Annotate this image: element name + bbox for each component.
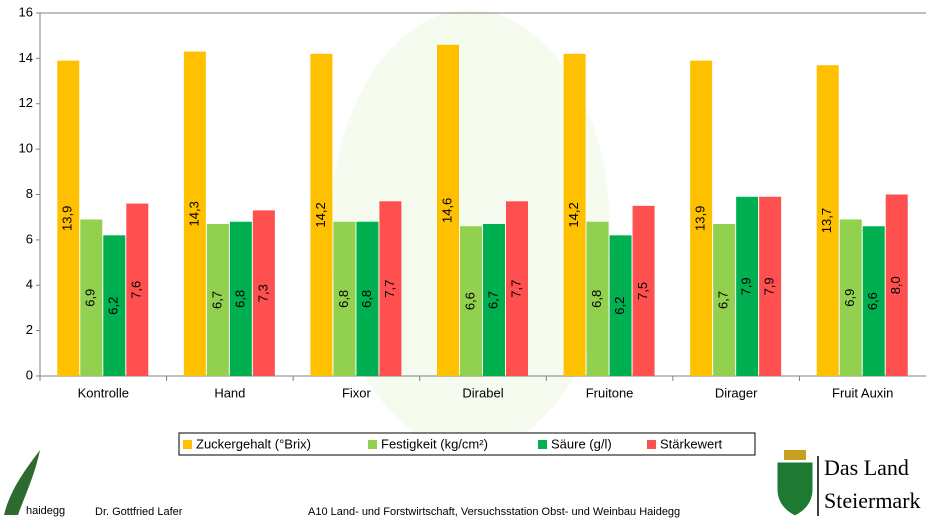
brand-line1: Das Land <box>824 455 909 480</box>
y-tick-label: 8 <box>26 186 33 201</box>
x-tick-label: Fruitone <box>586 385 634 400</box>
institution: A10 Land- und Forstwirtschaft, Versuchss… <box>308 506 680 518</box>
x-tick-label: Dirabel <box>462 385 503 400</box>
y-tick-label: 0 <box>26 367 33 382</box>
legend-box <box>178 432 756 456</box>
bar <box>103 235 126 376</box>
coat-of-arms <box>776 461 814 517</box>
bar <box>839 219 862 376</box>
value-label: 13,7 <box>819 208 834 233</box>
legend-label: Festigkeit (kg/cm²) <box>381 436 488 451</box>
value-label: 6,8 <box>359 290 374 308</box>
bar <box>356 221 379 376</box>
value-label: 7,7 <box>382 280 397 298</box>
legend-swatch <box>183 440 192 449</box>
value-label: 13,9 <box>60 206 75 231</box>
x-tick-label: Fruit Auxin <box>832 385 893 400</box>
value-label: 8,0 <box>888 276 903 294</box>
haidegg-logo <box>4 450 40 515</box>
y-tick-label: 12 <box>19 95 33 110</box>
bar <box>586 221 609 376</box>
bar <box>57 60 80 377</box>
bar <box>632 205 655 376</box>
y-tick-label: 4 <box>26 277 33 292</box>
value-label: 6,7 <box>209 291 224 309</box>
value-label: 14,2 <box>566 202 581 227</box>
bar <box>333 221 356 376</box>
bar <box>885 194 908 376</box>
bar <box>609 235 632 376</box>
legend-swatch <box>647 440 656 449</box>
bar <box>310 53 333 377</box>
legend-swatch <box>368 440 377 449</box>
bar <box>126 203 149 376</box>
value-label: 6,8 <box>336 290 351 308</box>
bar <box>206 223 229 376</box>
legend-swatch <box>538 440 547 449</box>
legend-label: Zuckergehalt (°Brix) <box>196 436 311 451</box>
x-tick-label: Fixor <box>342 385 372 400</box>
value-label: 7,7 <box>508 280 523 298</box>
bar <box>563 53 586 377</box>
bar <box>713 223 736 376</box>
value-label: 7,6 <box>129 281 144 299</box>
value-label: 13,9 <box>693 206 708 231</box>
bar <box>483 223 505 376</box>
value-label: 6,2 <box>106 297 121 315</box>
value-label: 14,2 <box>313 202 328 227</box>
bar <box>183 51 206 376</box>
value-label: 6,7 <box>716 291 731 309</box>
value-label: 6,8 <box>232 290 247 308</box>
y-tick-label: 16 <box>19 4 33 19</box>
value-label: 6,6 <box>865 292 880 310</box>
bar <box>506 201 528 376</box>
value-label: 6,9 <box>83 289 98 307</box>
bar <box>229 221 252 376</box>
y-tick-label: 6 <box>26 231 33 246</box>
brand-line2: Steiermark <box>824 488 921 513</box>
value-label: 14,3 <box>186 201 201 226</box>
x-tick-label: Dirager <box>715 385 758 400</box>
author: Dr. Gottfried Lafer <box>95 506 183 518</box>
y-tick-label: 2 <box>26 322 33 337</box>
legend-label: Säure (g/l) <box>551 436 612 451</box>
bar <box>379 201 402 376</box>
y-tick-label: 14 <box>19 50 33 65</box>
bar <box>80 219 103 376</box>
value-label: 6,9 <box>842 289 857 307</box>
value-label: 7,5 <box>635 282 650 300</box>
x-tick-label: Hand <box>214 385 245 400</box>
bar <box>252 210 275 376</box>
y-tick-label: 10 <box>19 141 33 156</box>
legend-label: Stärkewert <box>660 436 723 451</box>
x-tick-label: Kontrolle <box>78 385 129 400</box>
value-label: 7,3 <box>255 284 270 302</box>
bar <box>437 44 459 376</box>
bar <box>816 65 839 377</box>
value-label: 6,2 <box>612 297 627 315</box>
logo-text: haidegg <box>26 505 65 517</box>
bar <box>862 226 885 376</box>
bar <box>736 196 759 376</box>
bar <box>759 196 782 376</box>
value-label: 6,7 <box>485 291 500 309</box>
bar <box>460 226 482 376</box>
bar <box>690 60 713 377</box>
crown <box>784 450 806 460</box>
value-label: 6,6 <box>462 292 477 310</box>
value-label: 7,9 <box>739 277 754 295</box>
value-label: 6,8 <box>589 290 604 308</box>
value-label: 14,6 <box>439 198 454 223</box>
value-label: 7,9 <box>762 277 777 295</box>
